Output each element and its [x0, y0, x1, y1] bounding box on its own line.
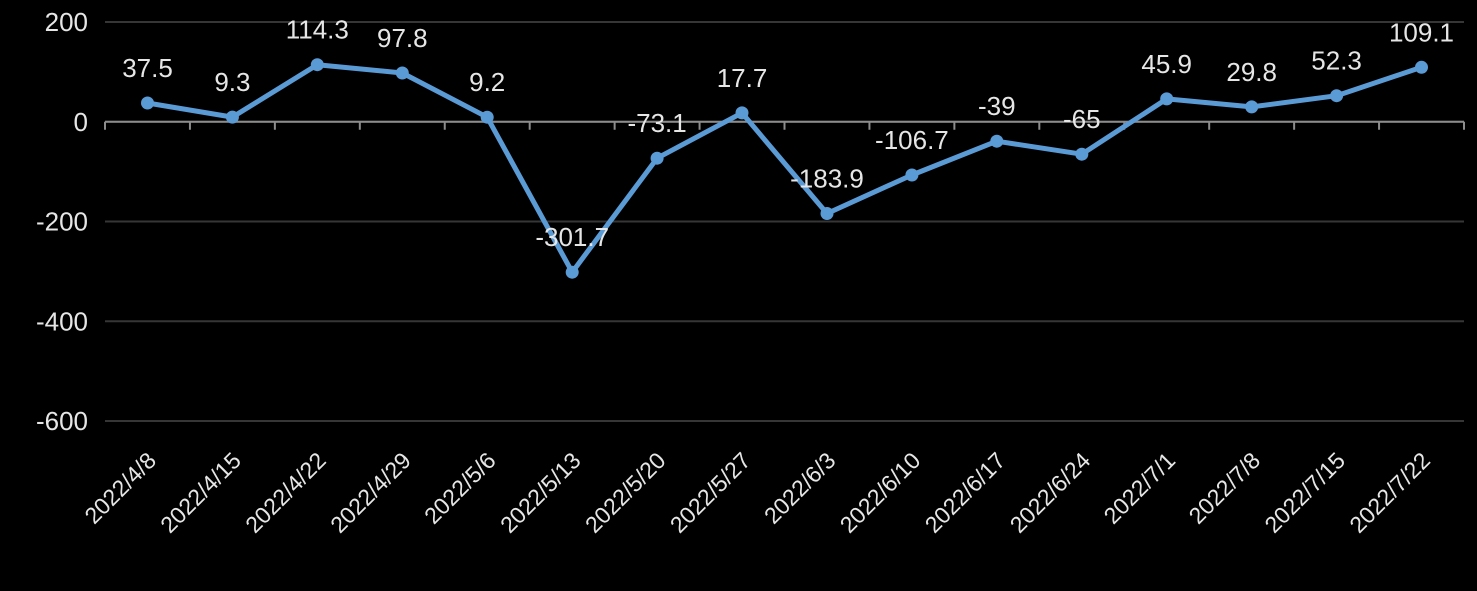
y-tick-label: -600: [36, 406, 88, 436]
data-point-marker: [310, 58, 324, 72]
data-label: 114.3: [286, 15, 349, 45]
data-label: 97.8: [377, 23, 428, 53]
data-point-marker: [1330, 89, 1344, 103]
data-label: -301.7: [535, 222, 609, 252]
data-label: 9.2: [469, 67, 505, 97]
data-label: -73.1: [627, 108, 686, 138]
x-tick-label: 2022/7/22: [1344, 447, 1435, 538]
data-label: 37.5: [122, 53, 173, 83]
y-tick-label: 200: [45, 7, 88, 37]
x-tick-label: 2022/5/20: [580, 447, 671, 538]
x-tick-label: 2022/6/24: [1005, 447, 1096, 538]
data-point-marker: [1075, 147, 1089, 161]
x-tick-label: 2022/7/1: [1099, 447, 1181, 529]
data-label: 52.3: [1311, 46, 1362, 76]
x-tick-label: 2022/7/8: [1184, 447, 1266, 529]
x-tick-label: 2022/4/22: [240, 447, 331, 538]
x-tick-label: 2022/6/17: [920, 447, 1011, 538]
data-point-marker: [1245, 100, 1259, 114]
x-tick-label: 2022/5/13: [495, 447, 586, 538]
data-label: 17.7: [717, 63, 768, 93]
data-label: -65: [1063, 104, 1101, 134]
data-point-marker: [565, 265, 579, 279]
x-tick-label: 2022/5/27: [665, 447, 756, 538]
data-point-marker: [480, 110, 494, 124]
x-tick-label: 2022/4/8: [79, 447, 161, 529]
x-tick-label: 2022/4/15: [155, 447, 246, 538]
data-point-marker: [225, 110, 239, 124]
y-tick-label: 0: [74, 107, 88, 137]
data-label: 45.9: [1141, 49, 1192, 79]
data-label: 29.8: [1226, 57, 1277, 87]
data-label: 109.1: [1389, 17, 1454, 47]
data-point-marker: [1415, 60, 1428, 74]
data-label: -183.9: [790, 164, 864, 194]
data-point-marker: [735, 106, 749, 120]
data-point-marker: [650, 151, 664, 165]
series-line: [145, 62, 1424, 275]
data-point-marker: [990, 134, 1004, 148]
x-tick-label: 2022/4/29: [325, 447, 416, 538]
data-label: 9.3: [214, 67, 250, 97]
x-tick-label: 2022/5/6: [419, 447, 501, 529]
data-point-marker: [1160, 92, 1174, 106]
data-point-marker: [395, 66, 409, 80]
data-point-marker: [905, 168, 919, 182]
y-tick-label: -200: [36, 207, 88, 237]
data-label: -106.7: [875, 125, 949, 155]
data-label: -39: [978, 91, 1016, 121]
x-tick-label: 2022/6/10: [835, 447, 926, 538]
data-point-marker: [820, 207, 834, 220]
data-point-marker: [141, 96, 154, 110]
x-tick-label: 2022/7/15: [1259, 447, 1350, 538]
x-tick-label: 2022/6/3: [759, 447, 841, 529]
y-tick-label: -400: [36, 306, 88, 336]
